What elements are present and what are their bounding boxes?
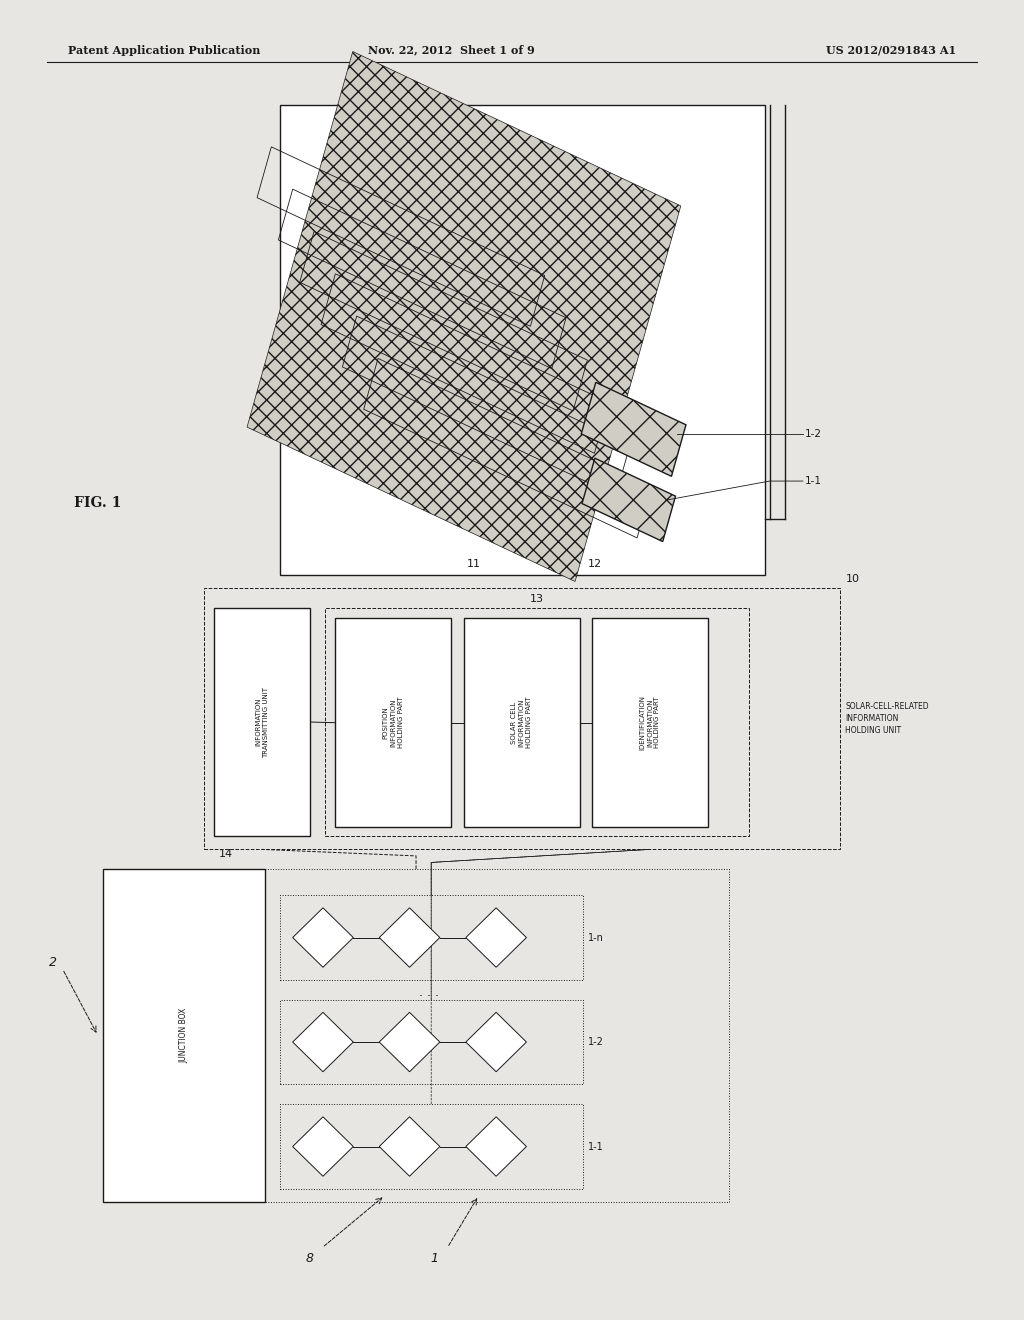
Text: 2: 2 bbox=[49, 956, 57, 969]
Text: SOLAR CELL
INFORMATION
HOLDING PART: SOLAR CELL INFORMATION HOLDING PART bbox=[511, 697, 532, 748]
Text: 14: 14 bbox=[219, 849, 233, 859]
Bar bbox=[280, 895, 583, 979]
Text: 1-1: 1-1 bbox=[588, 1142, 603, 1151]
Polygon shape bbox=[293, 908, 353, 968]
Text: 1-2: 1-2 bbox=[588, 1038, 603, 1047]
Polygon shape bbox=[466, 1117, 526, 1176]
Text: FIG. 1: FIG. 1 bbox=[74, 496, 122, 511]
Text: INFORMATION
TRANSMITTING UNIT: INFORMATION TRANSMITTING UNIT bbox=[255, 686, 268, 758]
Text: 1: 1 bbox=[431, 1251, 439, 1265]
Polygon shape bbox=[466, 1012, 526, 1072]
Text: 10: 10 bbox=[846, 574, 859, 585]
Text: US 2012/0291843 A1: US 2012/0291843 A1 bbox=[826, 45, 956, 55]
Bar bbox=[102, 869, 264, 1203]
Text: Patent Application Publication: Patent Application Publication bbox=[68, 45, 260, 55]
Text: 13: 13 bbox=[530, 594, 544, 603]
Bar bbox=[280, 999, 583, 1085]
Polygon shape bbox=[379, 1117, 440, 1176]
Text: 11: 11 bbox=[467, 558, 480, 569]
Text: 8: 8 bbox=[305, 1251, 313, 1265]
Polygon shape bbox=[582, 383, 686, 477]
Polygon shape bbox=[379, 1012, 440, 1072]
Bar bbox=[326, 607, 750, 837]
Text: . . .: . . . bbox=[419, 986, 438, 999]
Bar bbox=[214, 607, 310, 837]
Text: SOLAR-CELL-RELATED
INFORMATION
HOLDING UNIT: SOLAR-CELL-RELATED INFORMATION HOLDING U… bbox=[846, 702, 929, 735]
Polygon shape bbox=[293, 1117, 353, 1176]
Text: Nov. 22, 2012  Sheet 1 of 9: Nov. 22, 2012 Sheet 1 of 9 bbox=[368, 45, 535, 55]
Text: 1-1: 1-1 bbox=[805, 477, 822, 486]
Text: JUNCTION BOX: JUNCTION BOX bbox=[179, 1008, 188, 1063]
Polygon shape bbox=[379, 908, 440, 968]
Bar bbox=[102, 869, 729, 1203]
Bar bbox=[280, 104, 765, 576]
Text: 1-n: 1-n bbox=[588, 932, 603, 942]
Bar bbox=[464, 618, 580, 828]
Polygon shape bbox=[247, 51, 681, 582]
Polygon shape bbox=[293, 1012, 353, 1072]
Bar bbox=[204, 589, 841, 849]
Bar bbox=[335, 618, 452, 828]
Text: POSITION
INFORMATION
HOLDING PART: POSITION INFORMATION HOLDING PART bbox=[383, 697, 403, 748]
Polygon shape bbox=[582, 458, 676, 541]
Text: 12: 12 bbox=[588, 558, 602, 569]
Bar bbox=[280, 1104, 583, 1189]
Polygon shape bbox=[466, 908, 526, 968]
Text: IDENTIFICATION
INFORMATION
HOLDING PART: IDENTIFICATION INFORMATION HOLDING PART bbox=[639, 696, 660, 750]
Bar bbox=[592, 618, 708, 828]
Text: 1-2: 1-2 bbox=[805, 429, 822, 440]
